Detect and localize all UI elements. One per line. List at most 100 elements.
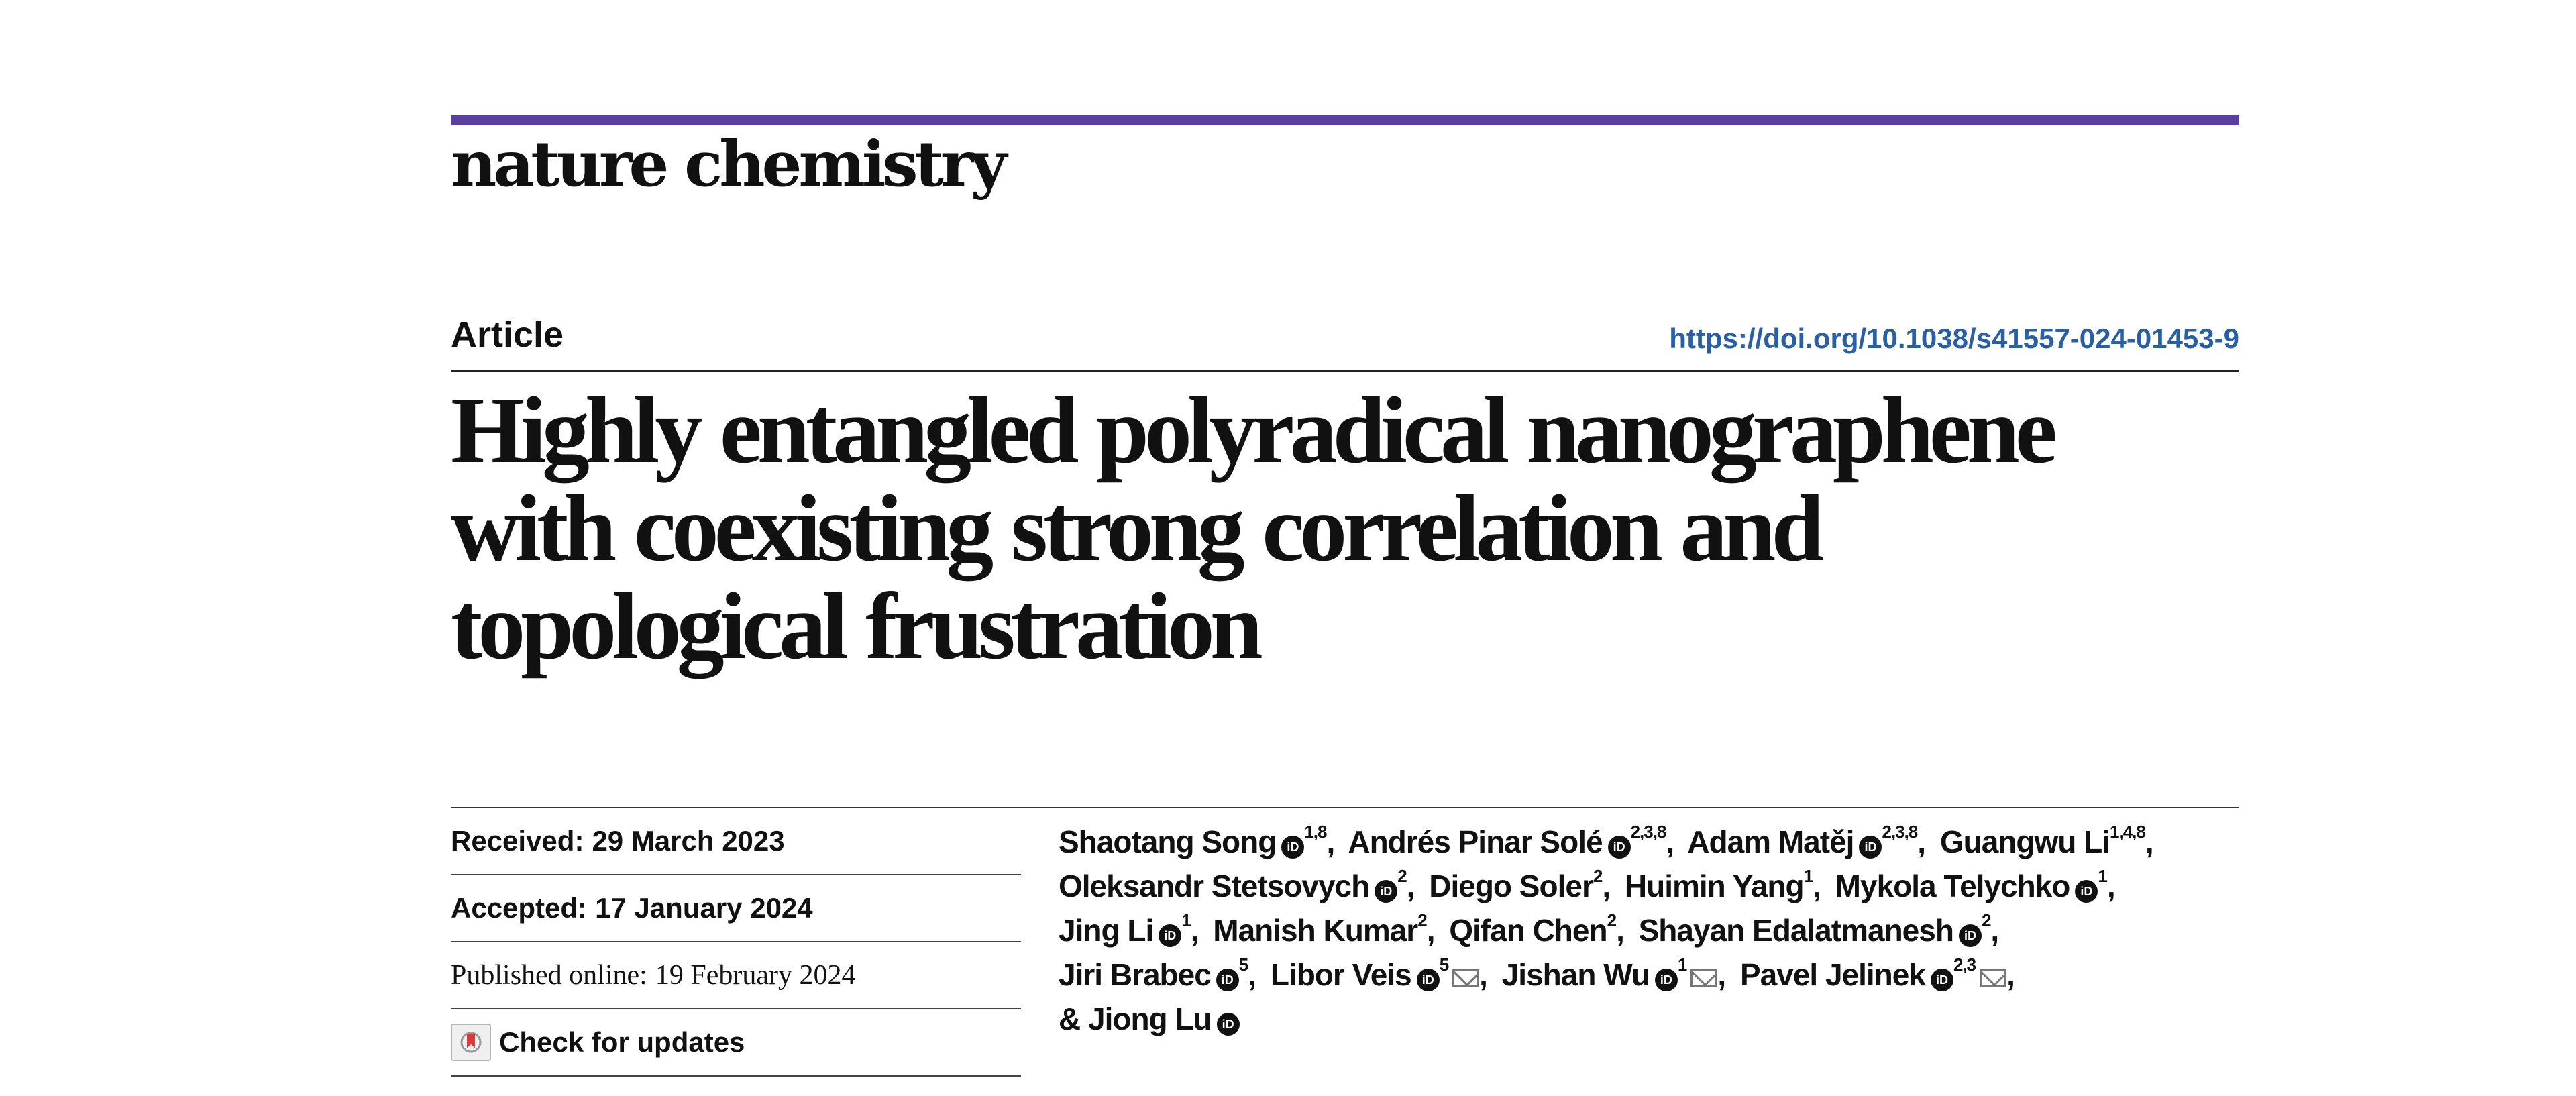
author-affiliation: 2,3,8 [1882,822,1918,842]
published-date-row: Published online: 19 February 2024 [451,942,1021,1009]
author-separator: , [1248,957,1256,992]
author-entry: Jiri Brabec iD5 [1059,954,1249,992]
check-for-updates-label: Check for updates [499,1026,745,1058]
author-name[interactable]: & Jiong Lu [1059,1001,1212,1036]
accepted-date-row: Accepted: 17 January 2024 [451,875,1021,942]
author-name[interactable]: Manish Kumar [1213,913,1418,948]
author-separator: , [1616,913,1625,948]
author-name[interactable]: Adam Matěj [1687,824,1854,859]
author-name[interactable]: Shaotang Song [1059,824,1277,859]
author-name[interactable]: Libor Veis [1270,957,1412,992]
author-separator: , [1813,869,1821,903]
doi-link[interactable]: https://doi.org/10.1038/s41557-024-01453… [1669,323,2239,354]
author-separator: , [1990,913,1999,948]
author-affiliation: 1 [1677,954,1688,975]
author-entry: Mykola Telychko iD1 [1835,866,2108,903]
author-name[interactable]: Huimin Yang [1624,869,1805,903]
accepted-date: 17 January 2024 [595,892,813,924]
author-entry: Jing Li iD1 [1059,910,1191,948]
author-name[interactable]: Oleksandr Stetsovych [1059,869,1370,903]
author-affiliation: 2 [1607,910,1617,930]
author-list: Shaotang Song iD1,8, Andrés Pinar Solé iD2… [1059,820,2253,1041]
author-entry: Qifan Chen2 [1449,910,1617,948]
author-affiliation: 2 [1417,910,1428,930]
author-entry: & Jiong Lu iD [1059,1001,1240,1036]
received-date-row: Received: 29 March 2023 [451,808,1021,875]
check-updates-row: Check for updates [451,1009,1021,1077]
author-affiliation: 1 [2098,866,2108,886]
author-name[interactable]: Mykola Telychko [1835,869,2071,903]
author-affiliation: 2 [1981,910,1992,930]
orcid-icon[interactable]: iD [1216,1013,1240,1036]
orcid-icon[interactable]: iD [1159,924,1182,947]
author-affiliation: 2 [1397,866,1407,886]
author-affiliation: 5 [1439,954,1450,975]
author-entry: Libor Veis iD5 [1270,954,1480,992]
orcid-icon[interactable]: iD [1281,836,1305,859]
author-separator: , [1479,957,1488,992]
title-line: topological frustration [451,573,1263,679]
orcid-icon[interactable]: iD [1375,880,1398,903]
received-date: 29 March 2023 [592,825,785,857]
email-icon[interactable] [1690,969,1718,987]
orcid-icon[interactable]: iD [1654,969,1678,991]
author-name[interactable]: Shayan Edalatmanesh [1638,913,1954,948]
author-separator: , [1426,913,1436,948]
received-label: Received: [451,825,584,857]
author-separator: , [2006,957,2015,992]
author-entry: Huimin Yang1 [1624,866,1814,903]
email-icon[interactable] [1980,969,2007,987]
author-name[interactable]: Diego Soler [1429,869,1594,903]
author-name[interactable]: Jing Li [1059,913,1154,948]
journal-logo[interactable]: nature chemistry [451,127,1007,201]
title-line: with coexisting strong correlation and [451,475,1824,581]
author-separator: , [2145,824,2154,859]
author-affiliation: 5 [1238,954,1249,975]
header-divider [451,370,2239,372]
orcid-icon[interactable]: iD [1930,969,1953,991]
author-affiliation: 2,3,8 [1630,822,1667,842]
author-affiliation: 1,8 [1304,822,1327,842]
article-history: Received: 29 March 2023 Accepted: 17 Jan… [451,808,1021,1077]
author-name[interactable]: Jishan Wu [1501,957,1650,992]
author-entry: Andrés Pinar Solé iD2,3,8 [1348,822,1667,859]
author-entry: Shayan Edalatmanesh iD2 [1638,910,1992,948]
author-separator: , [1717,957,1726,992]
author-separator: , [1406,869,1415,903]
email-icon[interactable] [1452,969,1480,987]
author-separator: , [2106,869,2116,903]
author-entry: Jishan Wu iD1 [1501,954,1718,992]
title-line: Highly entangled polyradical nanographen… [451,377,2057,483]
author-entry: Guangwu Li1,4,8 [1939,823,2146,859]
author-separator: , [1190,913,1199,948]
check-for-updates-button[interactable]: Check for updates [451,1024,745,1061]
published-label: Published online: [451,960,647,991]
author-name[interactable]: Andrés Pinar Solé [1348,824,1603,859]
author-entry: Adam Matěj iD2,3,8 [1687,822,1918,859]
author-entry: Pavel Jelinek iD2,3 [1739,956,2007,992]
author-separator: , [1666,824,1674,859]
author-name[interactable]: Jiri Brabec [1059,957,1212,992]
orcid-icon[interactable]: iD [1607,836,1631,859]
author-separator: , [1602,869,1611,903]
accepted-label: Accepted: [451,892,588,924]
orcid-icon[interactable]: iD [1958,924,1982,947]
journal-accent-bar [451,115,2239,125]
orcid-icon[interactable]: iD [1416,969,1440,991]
author-name[interactable]: Qifan Chen [1449,913,1607,948]
check-for-updates-icon [451,1024,491,1061]
author-affiliation: 1 [1803,866,1814,886]
author-name[interactable]: Guangwu Li [1939,824,2110,859]
article-type-label: Article [451,315,564,355]
author-name[interactable]: Pavel Jelinek [1739,957,1926,992]
orcid-icon[interactable]: iD [1216,969,1239,991]
author-separator: , [1917,824,1926,859]
author-affiliation: 1 [1181,910,1191,930]
author-entry: Diego Soler2 [1429,866,1603,903]
author-affiliation: 2 [1593,866,1603,886]
published-date: 19 February 2024 [655,960,856,991]
author-entry: Oleksandr Stetsovych iD2 [1059,866,1407,903]
orcid-icon[interactable]: iD [2075,880,2098,903]
author-separator: , [1326,824,1335,859]
orcid-icon[interactable]: iD [1859,836,1882,859]
